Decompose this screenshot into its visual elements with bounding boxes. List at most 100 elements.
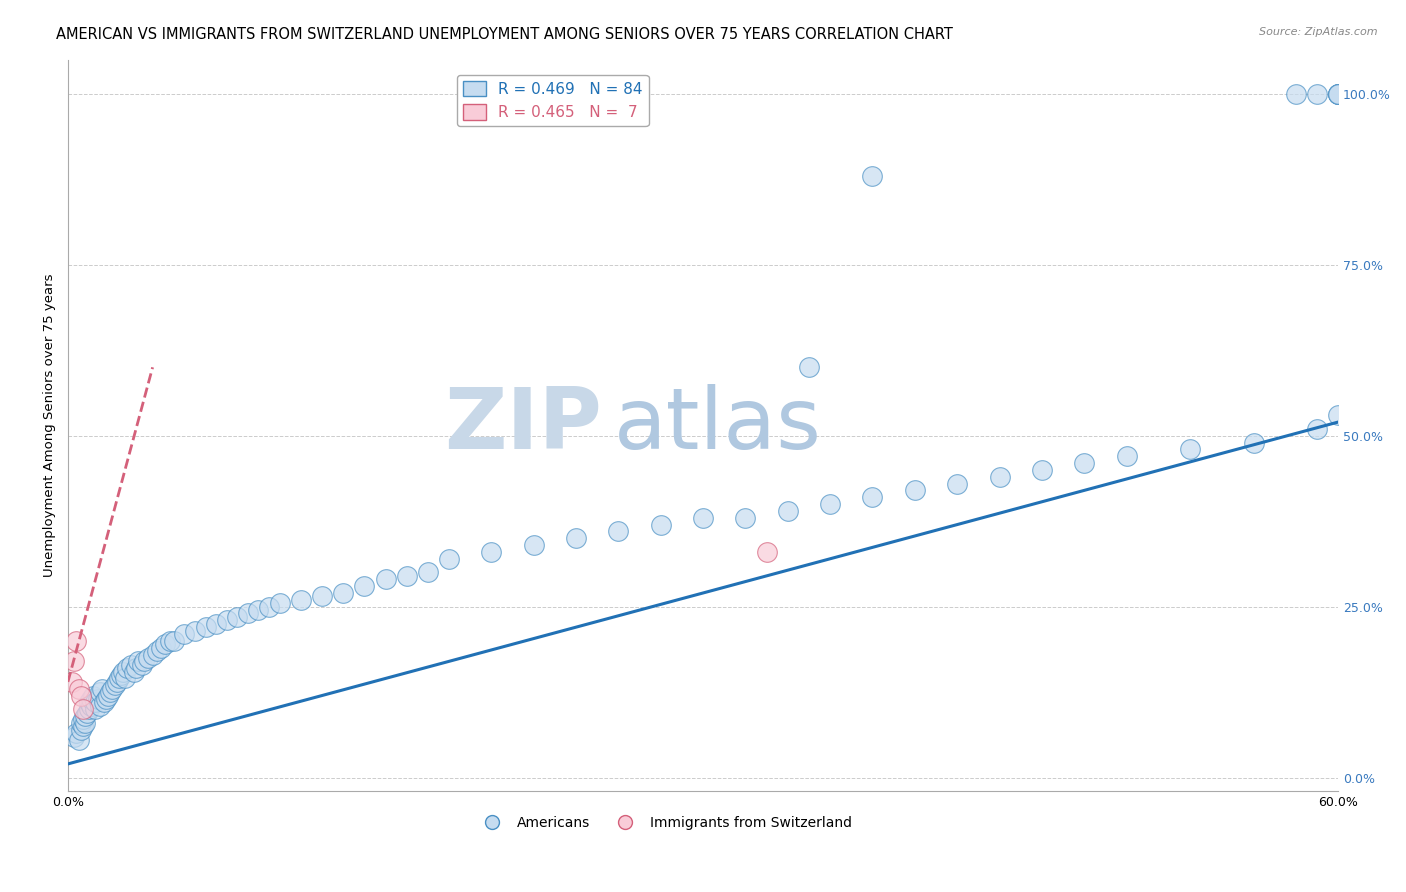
Point <box>332 586 354 600</box>
Point <box>76 706 98 720</box>
Point <box>77 695 100 709</box>
Point <box>1327 87 1350 101</box>
Point <box>988 469 1011 483</box>
Point <box>215 613 238 627</box>
Point <box>84 695 107 709</box>
Point <box>63 730 86 744</box>
Point <box>124 661 146 675</box>
Point <box>103 678 125 692</box>
Point <box>311 590 333 604</box>
Point <box>269 596 291 610</box>
Point <box>80 692 103 706</box>
Point <box>93 695 115 709</box>
Point <box>1285 87 1308 101</box>
Point <box>89 685 111 699</box>
Legend: Americans, Immigrants from Switzerland: Americans, Immigrants from Switzerland <box>472 811 858 836</box>
Point <box>236 607 259 621</box>
Point <box>105 674 128 689</box>
Text: atlas: atlas <box>614 384 823 467</box>
Point <box>142 648 165 662</box>
Point <box>80 698 103 713</box>
Point <box>416 566 439 580</box>
Point <box>111 665 134 679</box>
Point <box>1327 408 1350 422</box>
Point <box>134 654 156 668</box>
Text: ZIP: ZIP <box>444 384 602 467</box>
Point <box>67 681 90 696</box>
Point <box>98 685 121 699</box>
Point <box>159 633 181 648</box>
Point <box>437 551 460 566</box>
Point <box>69 715 91 730</box>
Point <box>65 726 87 740</box>
Point <box>90 681 112 696</box>
Text: Source: ZipAtlas.com: Source: ZipAtlas.com <box>1260 27 1378 37</box>
Point <box>63 654 86 668</box>
Point <box>1306 87 1329 101</box>
Point <box>1178 442 1201 457</box>
Point <box>226 610 249 624</box>
Y-axis label: Unemployment Among Seniors over 75 years: Unemployment Among Seniors over 75 years <box>44 274 56 577</box>
Point <box>72 719 94 733</box>
Point <box>205 616 228 631</box>
Point <box>1327 87 1350 101</box>
Point <box>290 592 312 607</box>
Point <box>692 510 714 524</box>
Point <box>73 709 96 723</box>
Point <box>72 702 94 716</box>
Point <box>1031 463 1053 477</box>
Point <box>1115 449 1137 463</box>
Point <box>89 698 111 713</box>
Point <box>184 624 207 638</box>
Point <box>904 483 927 498</box>
Point <box>797 360 820 375</box>
Point <box>776 504 799 518</box>
Point <box>138 651 160 665</box>
Point <box>1327 87 1350 101</box>
Point <box>107 672 129 686</box>
Point <box>131 657 153 672</box>
Point <box>1073 456 1095 470</box>
Point <box>565 531 588 545</box>
Point <box>97 689 120 703</box>
Point <box>1327 87 1350 101</box>
Text: AMERICAN VS IMMIGRANTS FROM SWITZERLAND UNEMPLOYMENT AMONG SENIORS OVER 75 YEARS: AMERICAN VS IMMIGRANTS FROM SWITZERLAND … <box>56 27 953 42</box>
Point <box>650 517 672 532</box>
Point <box>77 702 100 716</box>
Point <box>120 657 142 672</box>
Point <box>84 702 107 716</box>
Point <box>155 637 177 651</box>
Point <box>73 715 96 730</box>
Point <box>60 674 83 689</box>
Point <box>734 510 756 524</box>
Point <box>862 490 884 504</box>
Point <box>479 545 502 559</box>
Point <box>523 538 546 552</box>
Point <box>163 633 186 648</box>
Point <box>122 665 145 679</box>
Point <box>110 668 132 682</box>
Point <box>82 689 104 703</box>
Point <box>67 733 90 747</box>
Point <box>1306 422 1329 436</box>
Point <box>146 644 169 658</box>
Point <box>374 572 396 586</box>
Point <box>86 692 108 706</box>
Point <box>946 476 969 491</box>
Point <box>862 169 884 183</box>
Point <box>607 524 630 539</box>
Point <box>818 497 841 511</box>
Point <box>69 723 91 737</box>
Point <box>755 545 778 559</box>
Point <box>114 672 136 686</box>
Point <box>353 579 375 593</box>
Point <box>395 569 418 583</box>
Point <box>72 713 94 727</box>
Point <box>247 603 270 617</box>
Point <box>94 692 117 706</box>
Point <box>150 640 173 655</box>
Point <box>65 633 87 648</box>
Point <box>69 689 91 703</box>
Point <box>257 599 280 614</box>
Point <box>194 620 217 634</box>
